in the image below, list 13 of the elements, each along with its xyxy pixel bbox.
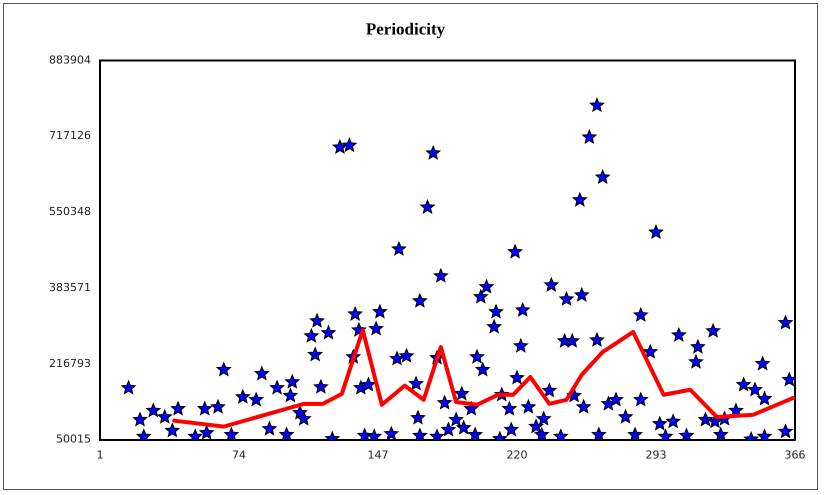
chart-title: Periodicity bbox=[366, 20, 446, 39]
y-tick-label: 383571 bbox=[49, 280, 91, 294]
x-tick-label: 293 bbox=[646, 448, 666, 462]
y-tick-label: 717126 bbox=[49, 129, 91, 142]
x-tick-label: 147 bbox=[368, 448, 388, 462]
y-tick-label: 216793 bbox=[49, 356, 91, 370]
x-tick-label: 366 bbox=[784, 448, 806, 462]
y-tick-label: 550348 bbox=[49, 205, 91, 218]
x-tick-label: 220 bbox=[506, 448, 528, 462]
y-tick-label: 50015 bbox=[56, 432, 91, 446]
x-tick-label: 74 bbox=[232, 448, 246, 462]
x-tick-label: 1 bbox=[96, 448, 104, 462]
y-tick-label: 883904 bbox=[49, 53, 91, 66]
